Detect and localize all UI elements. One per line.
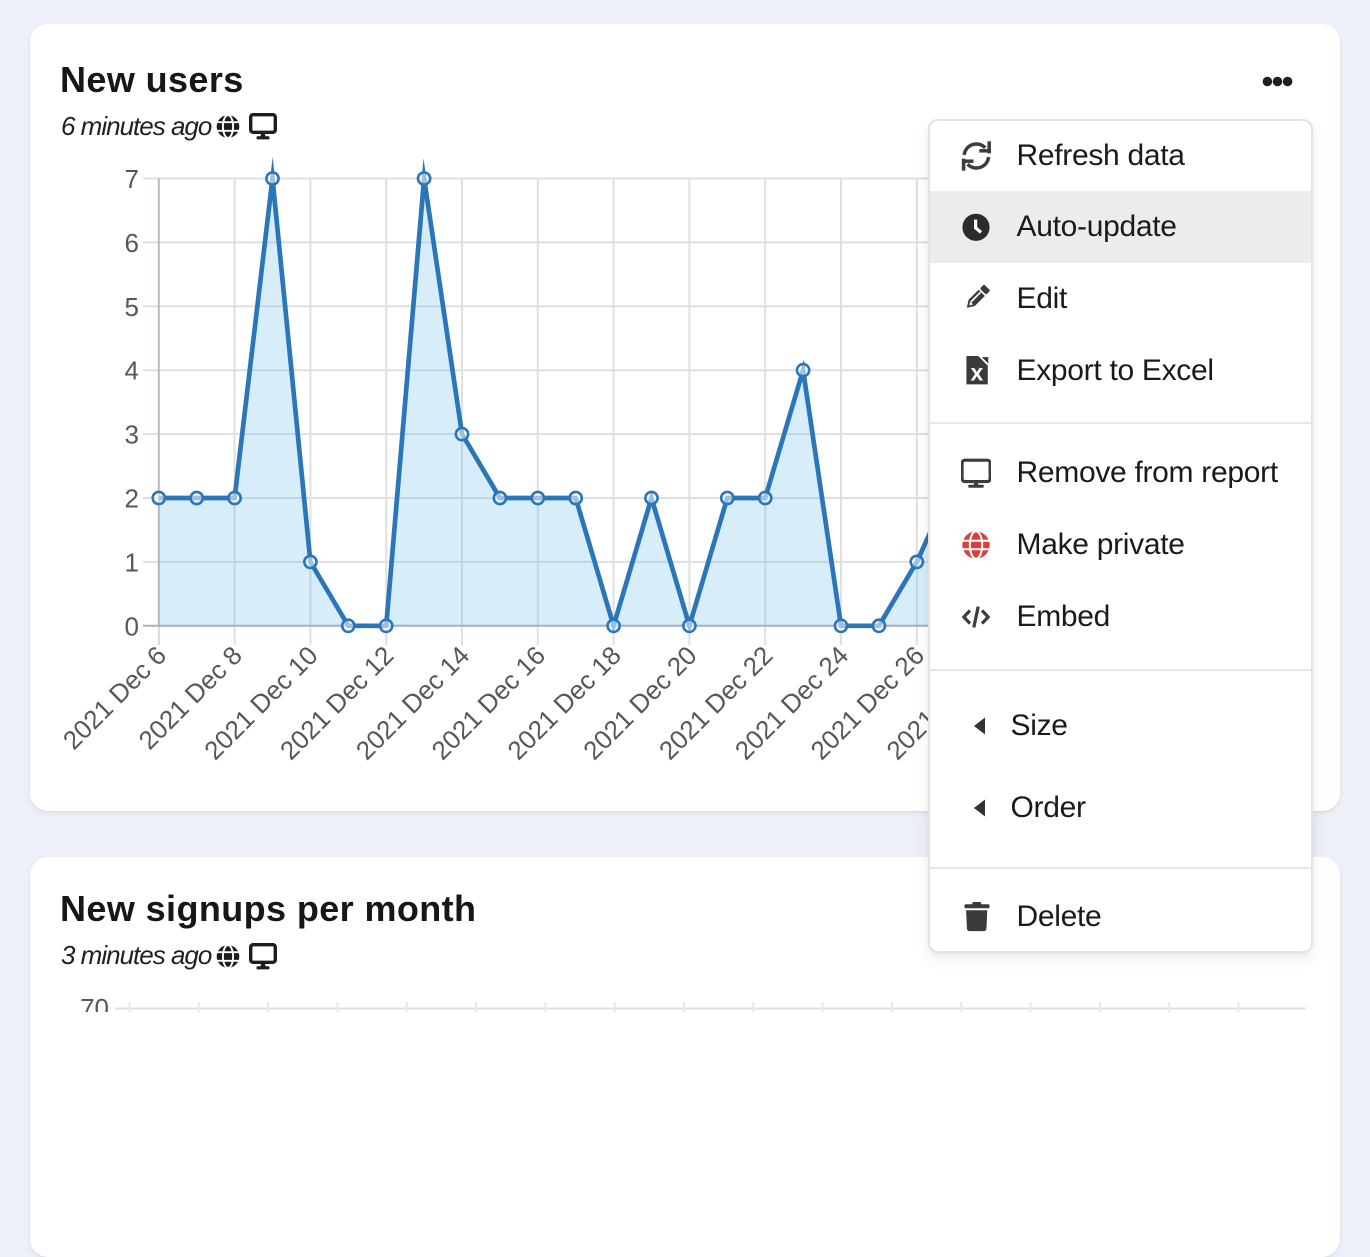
svg-text:0: 0 xyxy=(125,611,139,641)
svg-text:7: 7 xyxy=(125,164,139,194)
svg-text:1: 1 xyxy=(125,547,139,577)
svg-text:70: 70 xyxy=(80,993,109,1012)
svg-text:x: x xyxy=(970,359,983,385)
svg-text:4: 4 xyxy=(125,356,139,386)
svg-text:3: 3 xyxy=(125,420,139,450)
svg-text:6: 6 xyxy=(125,228,139,258)
svg-text:5: 5 xyxy=(125,292,139,322)
svg-text:2: 2 xyxy=(125,484,139,514)
